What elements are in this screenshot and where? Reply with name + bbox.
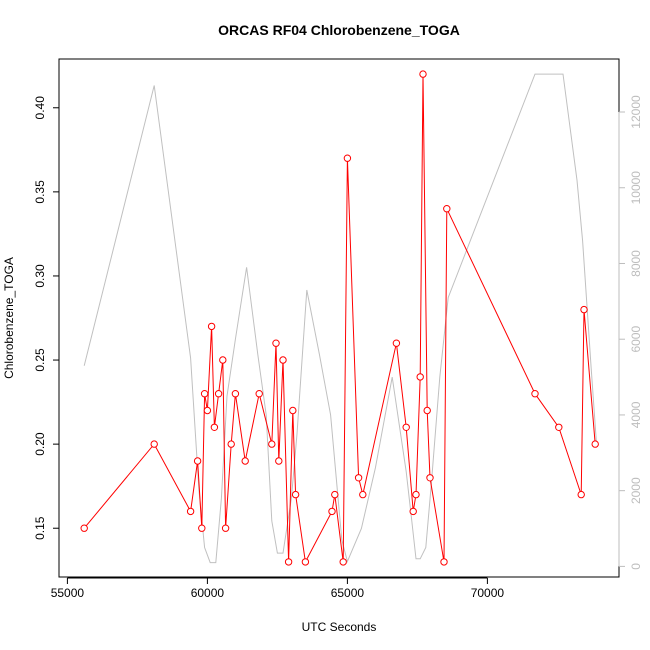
data-point [301,558,310,566]
data-point [328,507,336,516]
plot-frame [58,58,620,578]
data-point [331,490,339,499]
data-point [426,474,434,482]
data-point [80,524,88,532]
data-point [402,423,410,431]
data-point [354,474,363,482]
data-point [339,558,347,566]
data-point [412,490,420,499]
y-tick-label: 0.20 [33,432,47,456]
data-point [440,558,448,566]
y2-tick-label: 10000 [629,171,643,205]
data-point [359,490,367,499]
data-point [207,322,216,331]
y2-tick-label: 6000 [629,326,643,353]
y-tick-label: 0.25 [33,348,47,372]
x-axis: 55000 60000 65000 70000 [51,577,505,600]
altitude-series [83,73,598,564]
data-point [150,440,158,448]
y-tick-label: 0.35 [33,180,47,204]
y2-tick-label: 8000 [629,250,643,277]
data-point [279,356,287,364]
data-point [416,373,424,381]
chlorobenzene-series [80,70,599,566]
data-point [210,423,219,431]
data-point [392,339,401,347]
altitude-line [83,73,598,564]
chart-title: ORCAS RF04 Chlorobenzene_TOGA [218,22,460,38]
data-point [409,507,417,516]
y-axis-right: 0 2000 4000 6000 8000 10000 12000 [618,95,643,570]
data-point [214,390,223,398]
data-point [272,339,280,347]
x-tick-label: 60000 [191,586,225,600]
data-point [186,507,195,516]
data-point [343,154,352,162]
x-axis-label: UTC Seconds [302,620,377,634]
y2-tick-label: 12000 [629,95,643,129]
data-point [555,423,563,431]
data-point [241,457,249,465]
data-point [219,356,227,364]
y-tick-label: 0.30 [33,264,47,288]
data-point [200,390,209,398]
y2-tick-label: 2000 [629,477,643,504]
x-tick-label: 55000 [51,586,85,600]
data-point [255,390,263,398]
data-point [291,490,300,499]
data-point [591,440,599,448]
data-point [231,390,240,398]
x-tick-label: 70000 [471,586,505,600]
data-point [531,390,539,398]
x-tick-label: 65000 [331,586,365,600]
y-axis-left: 0.15 0.20 0.25 0.30 0.35 0.40 [33,96,60,540]
data-point [198,524,206,532]
series-line [83,74,596,564]
y-axis-label: Chlorobenzene_TOGA [2,257,16,379]
data-point [284,558,293,566]
y2-tick-label: 4000 [629,401,643,428]
data-point [423,406,431,415]
data-point [268,440,276,448]
data-point [419,70,427,78]
data-point [221,524,230,532]
y-tick-label: 0.15 [33,516,47,540]
data-point [227,440,235,448]
data-point [193,457,202,465]
y2-tick-label: 0 [629,563,643,570]
data-point [289,406,297,415]
data-point [580,305,588,314]
data-point [203,406,212,415]
data-point [443,205,451,213]
y-tick-label: 0.40 [33,96,47,120]
data-point [275,457,283,465]
data-point [577,490,585,499]
